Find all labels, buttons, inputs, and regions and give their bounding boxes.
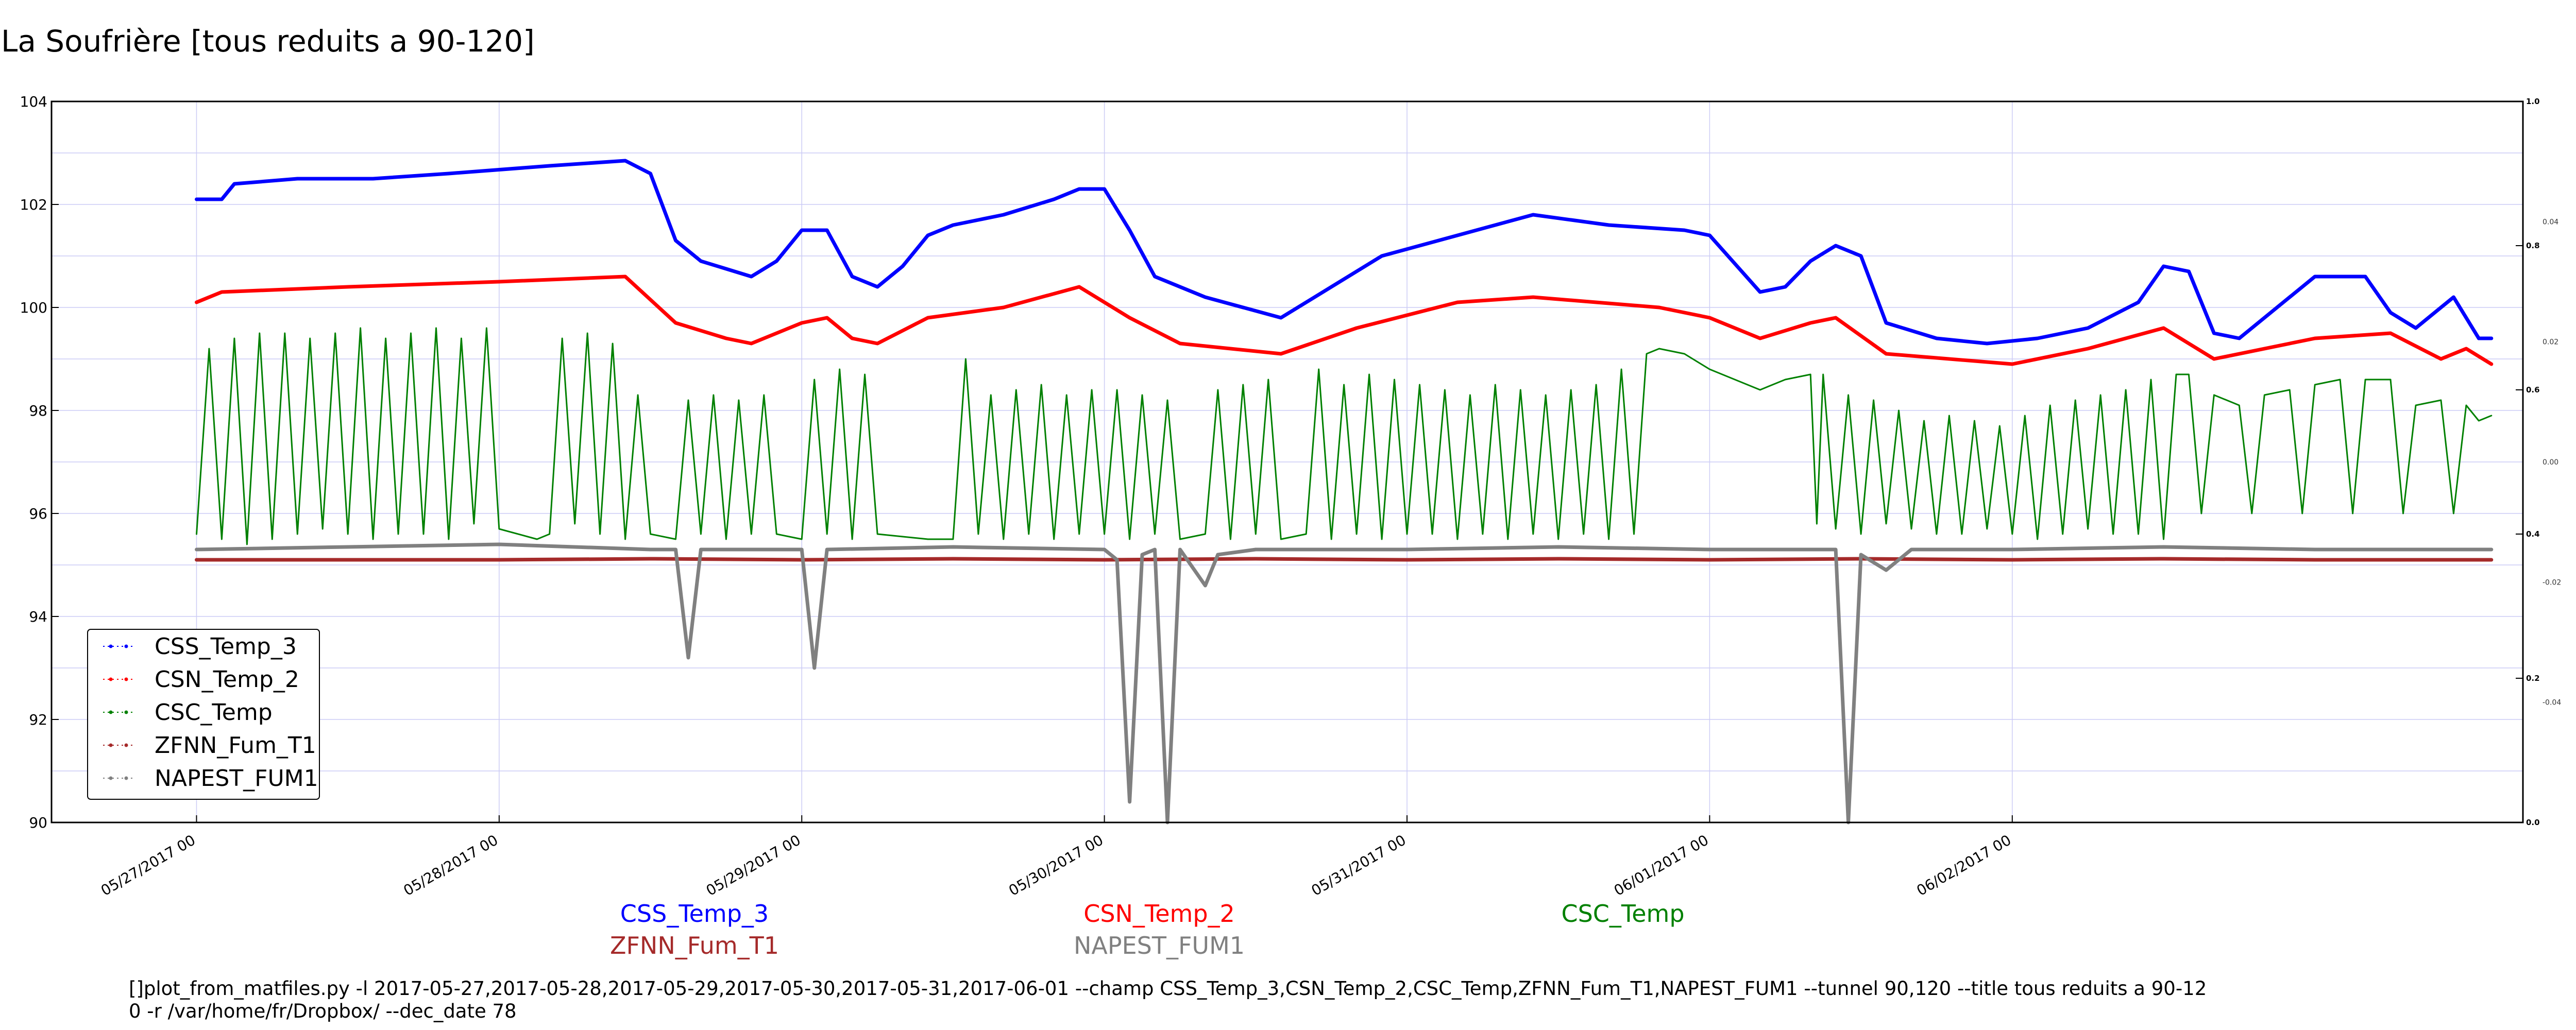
legend-marker	[124, 743, 128, 747]
legend-label: ZFNN_Fum_T1	[155, 732, 316, 759]
legend-label: NAPEST_FUM1	[155, 765, 318, 792]
y-tick-label: 90	[29, 814, 47, 831]
legend-marker	[109, 710, 113, 714]
bottom-label: CSS_Temp_3	[620, 900, 769, 928]
x-axis: 05/27/2017 00 05/28/2017 00 05/29/2017 00 0…	[98, 815, 2014, 899]
series-line-CSN_Temp_2	[195, 274, 2494, 366]
y-tick-label: 94	[29, 608, 47, 625]
grid	[52, 101, 2523, 822]
right-axis-1-tick-label: 0.4	[2526, 529, 2540, 539]
x-tick-label: 06/02/2017 00	[1913, 831, 2014, 899]
legend-marker	[124, 776, 128, 780]
right-axis-1-tick-label: 0.2	[2526, 674, 2540, 683]
y-tick-label: 102	[20, 196, 47, 213]
command-line: []plot_from_matfiles.py -l 2017-05-27,20…	[129, 977, 2207, 1022]
legend-marker	[124, 710, 128, 714]
x-tick-label: 05/27/2017 00	[98, 831, 198, 899]
command-line-text: []plot_from_matfiles.py -l 2017-05-27,20…	[129, 977, 2207, 1000]
right-axes: 0.0 0.2 0.4 0.6 0.8 1.0 -0.04 -0.02 0.00 0.02 0.04	[2516, 97, 2561, 827]
x-tick-label: 05/31/2017 00	[1309, 831, 1409, 899]
right-axis-2-tick-label: 0.04	[2543, 218, 2558, 226]
right-axis-1-tick-label: 0.8	[2526, 241, 2540, 250]
series-line-ZFNN_Fum_T1	[195, 557, 2494, 562]
legend-marker	[124, 677, 128, 681]
right-axis-2-tick-label: 0.02	[2543, 338, 2558, 347]
y-tick-label: 92	[29, 711, 47, 728]
right-axis-2-tick-label: 0.00	[2543, 458, 2558, 467]
legend-label: CSS_Temp_3	[155, 633, 297, 660]
bottom-label: ZFNN_Fum_T1	[610, 932, 779, 959]
x-tick-label: 05/28/2017 00	[401, 831, 501, 899]
legend-marker	[109, 743, 113, 747]
legend-marker	[109, 776, 113, 780]
right-axis-2-tick-label: -0.04	[2543, 699, 2561, 707]
bottom-series-labels: CSS_Temp_3 CSN_Temp_2 CSC_Temp ZFNN_Fum_T1 N…	[610, 900, 1685, 959]
y-tick-label: 104	[20, 93, 47, 110]
right-axis-1-tick-label: 0.0	[2526, 818, 2540, 827]
y-tick-label: 98	[29, 402, 47, 419]
y-tick-label: 100	[20, 299, 47, 316]
plot-frame	[50, 100, 2524, 823]
right-axis-1-tick-label: 0.6	[2526, 385, 2540, 394]
legend-marker	[109, 644, 113, 648]
legend-marker	[124, 644, 128, 648]
bottom-label: NAPEST_FUM1	[1074, 932, 1245, 959]
legend-marker	[109, 677, 113, 681]
x-tick-label: 05/30/2017 00	[1006, 831, 1106, 899]
command-line-text: 0 -r /var/home/fr/Dropbox/ --dec_date 78	[129, 1000, 517, 1022]
series-line-CSS_Temp_3	[195, 159, 2494, 346]
y-tick-label: 96	[29, 505, 47, 522]
plot-area	[195, 159, 2494, 825]
right-axis-1-tick-label: 1.0	[2526, 97, 2540, 106]
series-line-CSC_Temp	[196, 327, 2493, 545]
chart-title: La Soufrière [tous reduits a 90-120]	[1, 24, 535, 59]
legend: CSS_Temp_3 CSN_Temp_2 CSC_Temp ZFNN_Fum_T1 N…	[87, 629, 320, 800]
y-axis: 90 92 94 96 98 100 102 104	[20, 93, 59, 831]
legend-label: CSN_Temp_2	[155, 666, 299, 693]
bottom-label: CSN_Temp_2	[1083, 900, 1235, 928]
legend-box	[87, 629, 320, 800]
right-axis-2-tick-label: -0.02	[2543, 578, 2561, 587]
x-tick-label: 06/01/2017 00	[1611, 831, 1711, 899]
x-tick-label: 05/29/2017 00	[703, 831, 804, 899]
series-line-NAPEST_FUM1	[195, 542, 2494, 825]
bottom-label: CSC_Temp	[1561, 900, 1684, 928]
legend-label: CSC_Temp	[155, 699, 273, 726]
